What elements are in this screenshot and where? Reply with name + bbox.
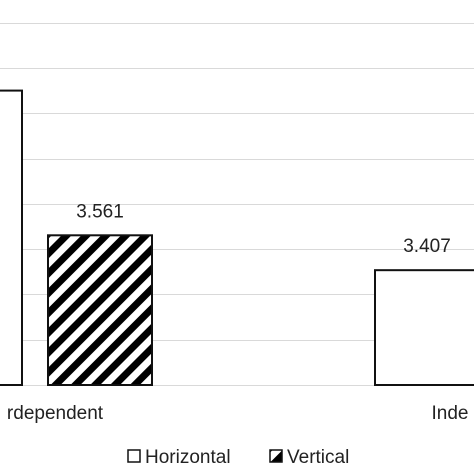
bar-horizontal-1	[374, 269, 474, 386]
legend: Horizontal Vertical	[127, 447, 349, 468]
legend-swatch	[269, 449, 283, 463]
data-label: 3.561	[76, 201, 124, 222]
bars	[0, 89, 474, 387]
data-label: 3.407	[403, 236, 451, 257]
bar-horizontal-0	[0, 89, 23, 387]
category-label: Inde	[432, 403, 469, 424]
category-label: rdependent	[7, 403, 104, 424]
bar-vertical-0	[47, 234, 153, 386]
legend-label: Horizontal	[145, 447, 231, 468]
legend-swatch	[127, 449, 141, 463]
legend-label: Vertical	[287, 447, 349, 468]
data-labels: 3.561 3.407	[76, 201, 451, 257]
category-labels: rdependent Inde	[7, 403, 469, 424]
